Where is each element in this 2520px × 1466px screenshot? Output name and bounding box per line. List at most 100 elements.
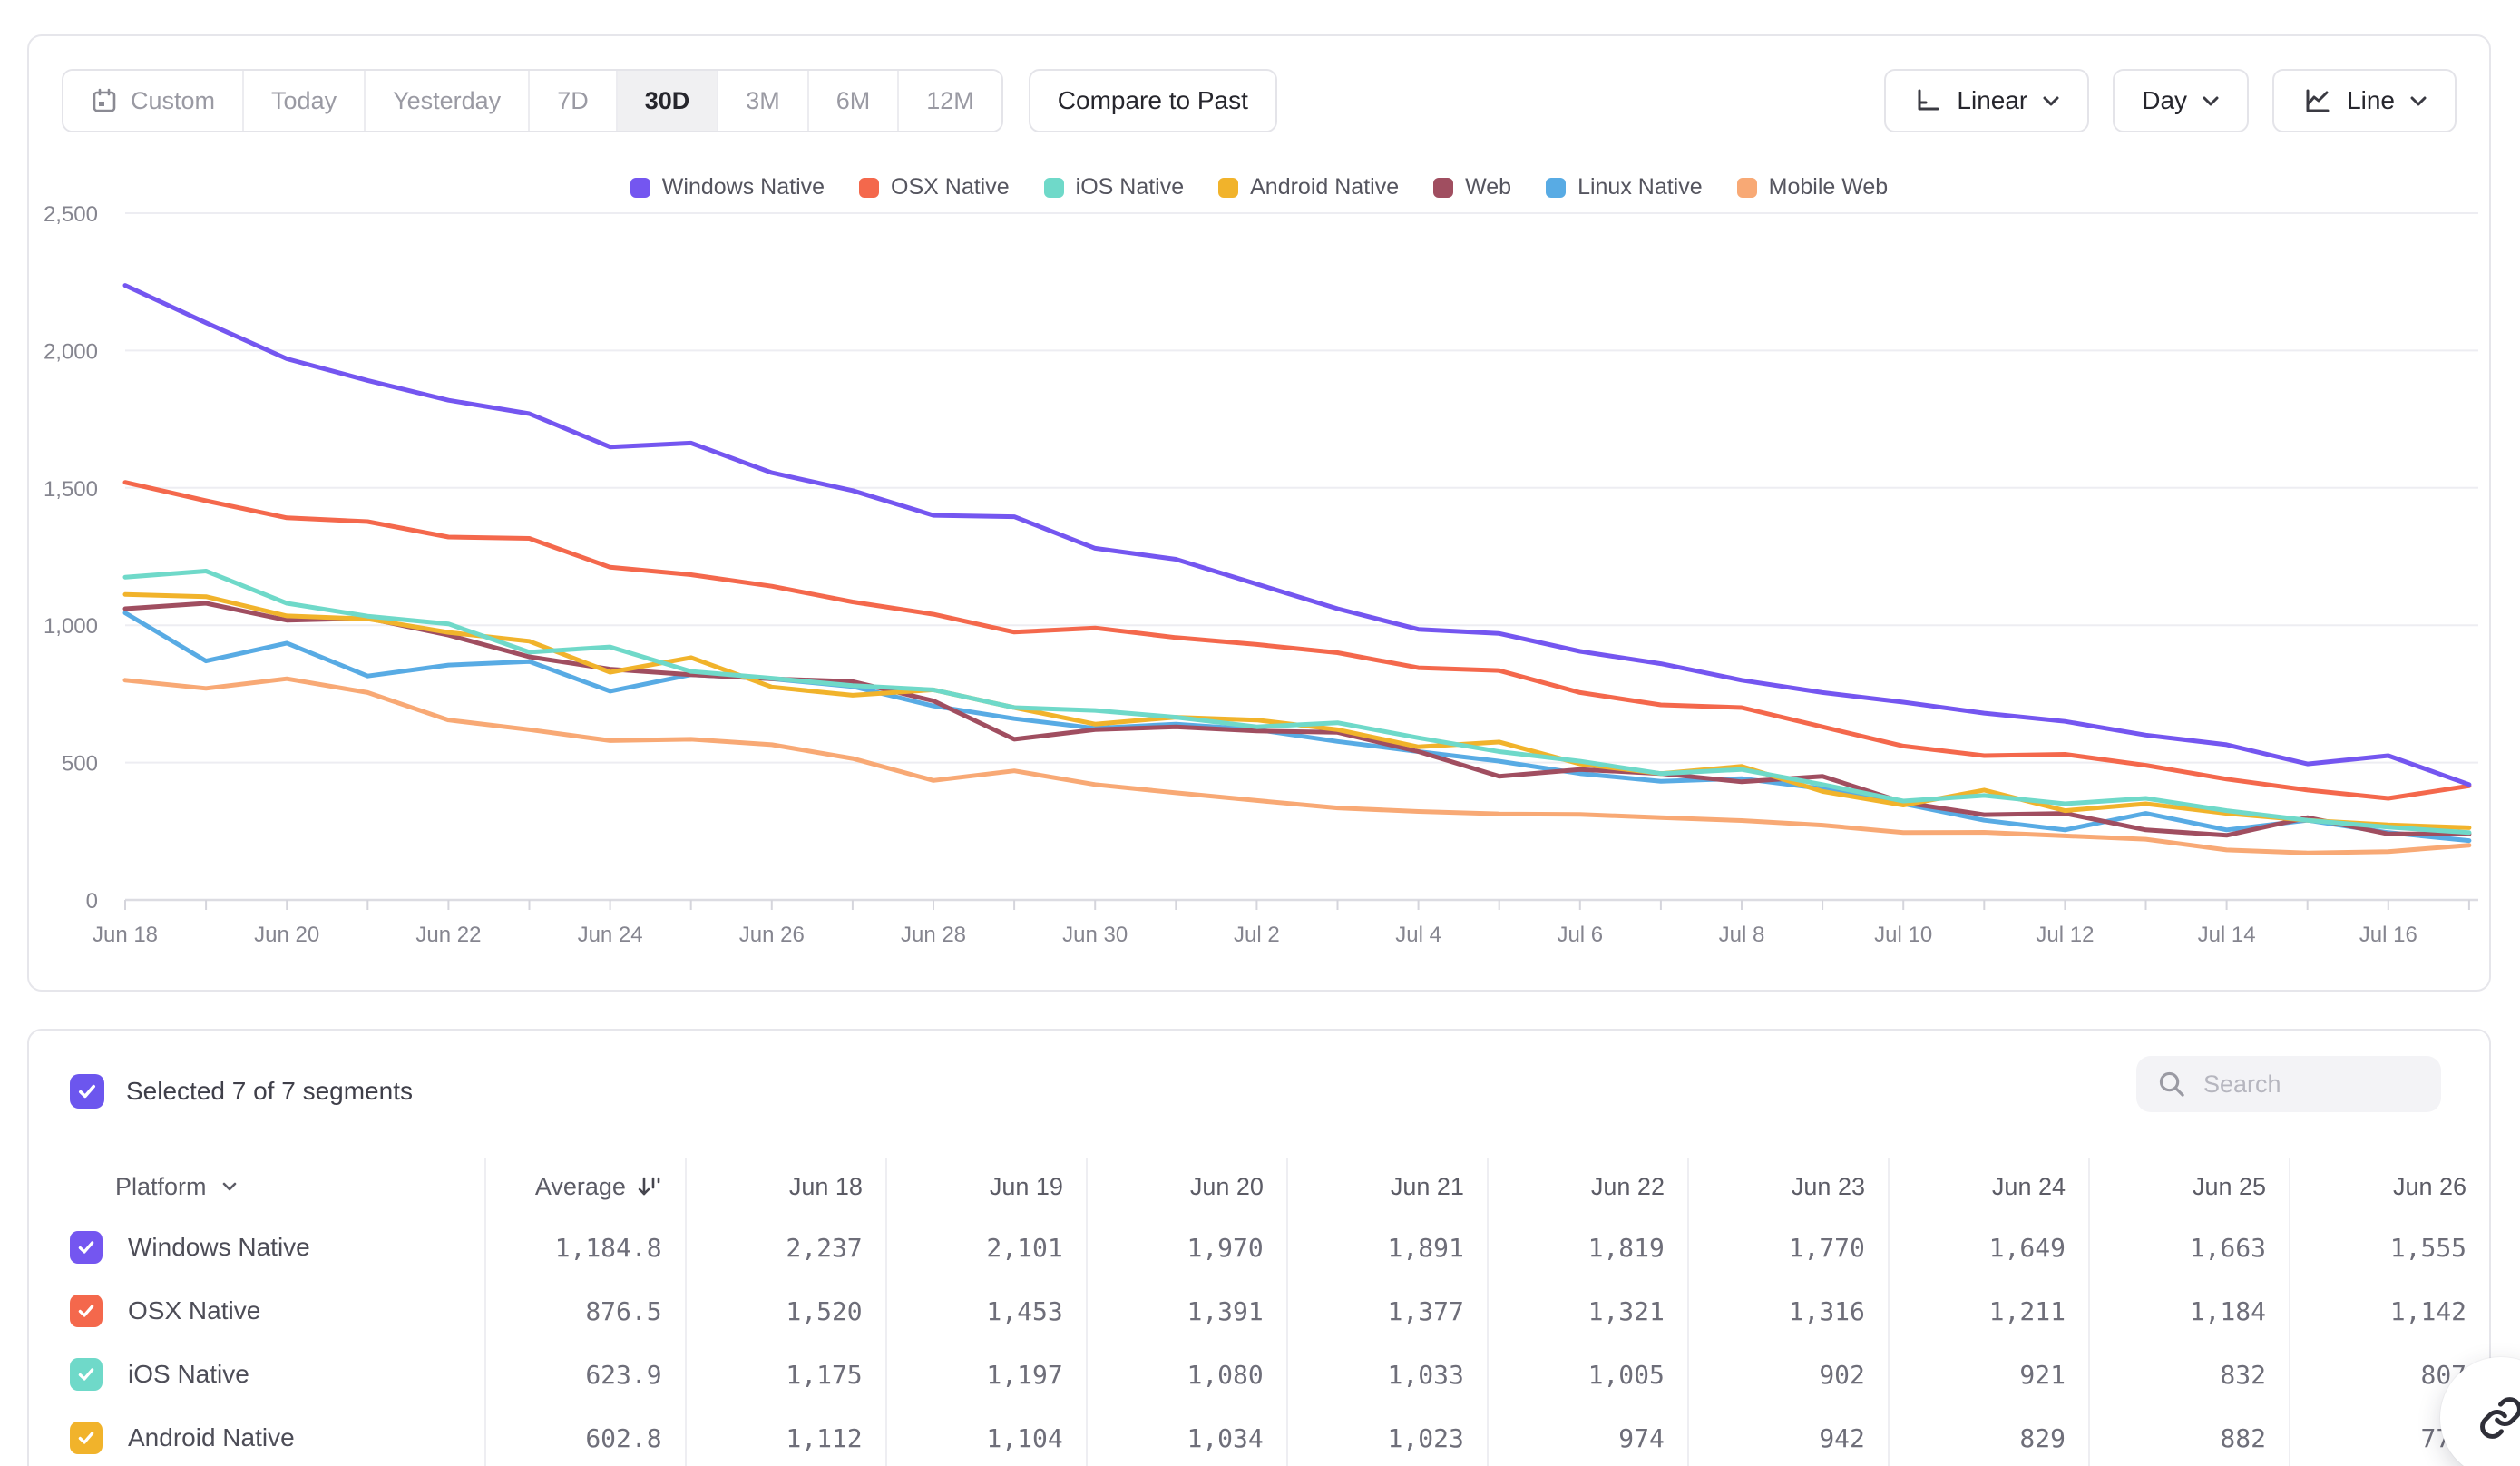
date-header-cell[interactable]: Jun 26 [2289, 1158, 2489, 1216]
legend-label: Android Native [1250, 174, 1400, 200]
daily-value-cell: 1,034 [1085, 1406, 1286, 1466]
legend-swatch [1546, 177, 1567, 198]
date-header-cell[interactable]: Jun 20 [1085, 1158, 1286, 1216]
date-range-yesterday[interactable]: Yesterday [366, 71, 531, 131]
daily-value-cell: 1,453 [884, 1279, 1086, 1343]
date-range-group: Custom Today Yesterday 7D 30D 3M 6M 12M [62, 69, 1003, 132]
platform-header-cell[interactable]: Platform [29, 1158, 484, 1216]
series-line-osx-native[interactable] [122, 480, 2472, 801]
value-text: 1,970 [1187, 1232, 1264, 1263]
date-range-3m[interactable]: 3M [718, 71, 809, 131]
x-axis-tick-label: Jul 14 [2198, 923, 2256, 947]
legend-item[interactable]: Android Native [1218, 174, 1399, 200]
date-header-cell[interactable]: Jun 21 [1285, 1158, 1487, 1216]
checkbox-check-icon [78, 1432, 94, 1444]
chart-type-dropdown[interactable]: Line [2272, 69, 2457, 132]
platform-name: OSX Native [128, 1296, 261, 1324]
date-range-6m[interactable]: 6M [808, 71, 900, 131]
date-range-label: 12M [926, 86, 974, 114]
daily-value-cell: 974 [1486, 1406, 1687, 1466]
series-line-mobile-web[interactable] [122, 676, 2472, 855]
platform-cell: Windows Native [29, 1216, 484, 1279]
value-text: 1,175 [786, 1359, 863, 1390]
legend-label: Windows Native [661, 174, 825, 200]
x-axis-tick-label: Jun 20 [254, 923, 319, 947]
date-range-12m[interactable]: 12M [899, 71, 1001, 131]
legend-item[interactable]: Web [1433, 174, 1511, 200]
date-header-cell[interactable]: Jun 24 [1887, 1158, 2088, 1216]
date-range-label: 6M [835, 86, 871, 114]
daily-value-cell: 902 [1686, 1343, 1888, 1406]
legend-label: Mobile Web [1768, 174, 1889, 200]
x-axis-tick-label: Jul 8 [1719, 923, 1765, 947]
legend-swatch [1433, 177, 1454, 198]
daily-value-cell: 1,142 [2289, 1279, 2489, 1343]
x-axis-tick-label: Jun 30 [1062, 923, 1128, 947]
daily-value-cell: 1,770 [1686, 1216, 1888, 1279]
table-row: Android Native 602.8 1,112 1,104 1,034 1,023 9… [29, 1406, 2489, 1466]
series-line-linux-native[interactable] [122, 611, 2472, 844]
daily-value-cell: 1,175 [684, 1343, 885, 1406]
chevron-down-icon [2042, 95, 2060, 107]
value-text: 876.5 [585, 1295, 662, 1326]
value-text: 1,023 [1387, 1422, 1464, 1453]
value-text: 1,033 [1387, 1359, 1464, 1390]
segment-checkbox[interactable] [70, 1231, 103, 1264]
legend-item[interactable]: iOS Native [1043, 174, 1184, 200]
date-range-custom[interactable]: Custom [63, 71, 245, 131]
series-line-android-native[interactable] [122, 591, 2472, 830]
value-text: 942 [1819, 1422, 1865, 1453]
series-line-web[interactable] [122, 601, 2472, 838]
value-text: 1,034 [1187, 1422, 1264, 1453]
value-text: 1,184.8 [554, 1232, 662, 1263]
y-axis-tick-label: 0 [86, 889, 98, 914]
date-header-label: Jun 25 [2192, 1172, 2267, 1200]
date-header-cell[interactable]: Jun 19 [884, 1158, 1086, 1216]
segment-checkbox[interactable] [70, 1358, 103, 1391]
daily-value-cell: 942 [1686, 1406, 1888, 1466]
daily-value-cell: 1,184 [2087, 1279, 2289, 1343]
table-row: iOS Native 623.9 1,175 1,197 1,080 1,033 1,005… [29, 1343, 2489, 1406]
select-all-checkbox[interactable] [70, 1074, 104, 1109]
date-range-label: Today [271, 86, 337, 114]
search-input[interactable] [2202, 1069, 2414, 1100]
average-header-cell[interactable]: Average [483, 1158, 685, 1216]
value-text: 1,080 [1187, 1359, 1264, 1390]
date-header-cell[interactable]: Jun 22 [1486, 1158, 1687, 1216]
series-line-windows-native[interactable] [122, 283, 2472, 787]
date-header-cell[interactable]: Jun 25 [2088, 1158, 2289, 1216]
series-line-ios-native[interactable] [122, 569, 2472, 836]
daily-value-cell: 829 [1887, 1406, 2088, 1466]
checkbox-check-icon [78, 1368, 94, 1381]
legend-item[interactable]: Linux Native [1546, 174, 1703, 200]
date-range-today[interactable]: Today [244, 71, 366, 131]
legend-item[interactable]: Mobile Web [1736, 174, 1889, 200]
interval-dropdown[interactable]: Day [2113, 69, 2250, 132]
daily-value-cell: 1,555 [2289, 1216, 2489, 1279]
date-header-label: Jun 22 [1590, 1172, 1665, 1200]
value-text: 1,377 [1387, 1295, 1464, 1326]
segment-checkbox[interactable] [70, 1422, 103, 1454]
scale-dropdown[interactable]: Linear [1884, 69, 2090, 132]
date-header-cell[interactable]: Jun 18 [684, 1158, 885, 1216]
legend-item[interactable]: Windows Native [630, 174, 825, 200]
legend-swatch [1218, 177, 1239, 198]
legend-label: Linux Native [1577, 174, 1703, 200]
x-axis-tick-label: Jun 28 [901, 923, 966, 947]
legend-item[interactable]: OSX Native [859, 174, 1010, 200]
value-text: 1,453 [986, 1295, 1063, 1326]
date-header-cell[interactable]: Jun 23 [1686, 1158, 1888, 1216]
line-chart-icon [2301, 86, 2332, 115]
x-axis-tick-label: Jul 4 [1395, 923, 1441, 947]
value-text: 832 [2220, 1359, 2266, 1390]
value-text: 2,101 [986, 1232, 1063, 1263]
x-axis-tick-label: Jul 6 [1557, 923, 1603, 947]
date-range-label: 3M [746, 86, 780, 114]
daily-value-cell: 1,211 [1887, 1279, 2088, 1343]
average-value-cell: 876.5 [483, 1279, 685, 1343]
segment-checkbox[interactable] [70, 1295, 103, 1327]
date-range-30d[interactable]: 30D [617, 71, 719, 131]
compare-to-past-button[interactable]: Compare to Past [1028, 69, 1277, 132]
date-range-7d[interactable]: 7D [530, 71, 618, 131]
